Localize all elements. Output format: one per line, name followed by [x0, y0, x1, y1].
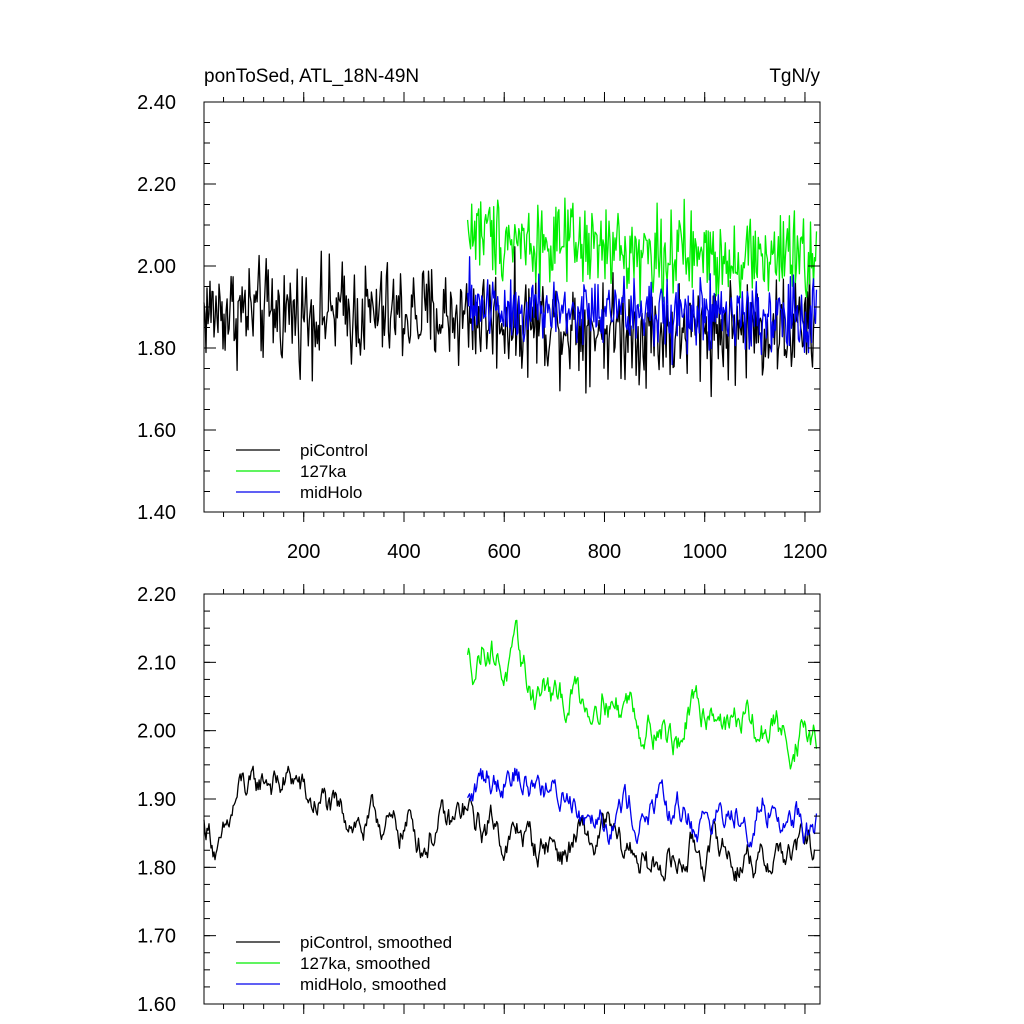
top-series-group: [203, 197, 818, 398]
y-tick-label: 2.40: [137, 92, 176, 114]
y-tick-label: 2.10: [137, 652, 176, 674]
y-tick-label: 2.20: [137, 584, 176, 606]
y-tick-label: 1.80: [137, 857, 176, 879]
x-tick-label: 800: [588, 541, 621, 563]
bottom-panel: 1.60 1.70 1.80 1.90 2.00 2.10 2.20 piControl, …: [137, 584, 821, 1016]
bottom-legend: piControl, smoothed 127ka, smoothed midHol…: [236, 933, 452, 994]
x-tick-label: 400: [387, 541, 420, 563]
x-tick-label: 200: [287, 541, 320, 563]
legend-entry: midHolo, smoothed: [300, 975, 446, 994]
bottom-plot-frame: [203, 593, 821, 1005]
top-panel: ponToSed, ATL_18N-49N TgN/y 1.40 1.60 1.80…: [137, 66, 827, 563]
y-tick-label: 1.60: [137, 420, 176, 442]
y-tick-label: 1.70: [137, 926, 176, 948]
series-line-midholo-smoothed: [467, 767, 818, 848]
legend-entry: midHolo: [300, 483, 362, 502]
series-line-127ka-smoothed: [466, 619, 818, 770]
x-tick-label: 1200: [783, 541, 828, 563]
bottom-series-group: [203, 619, 818, 882]
legend-entry: piControl, smoothed: [300, 933, 452, 952]
y-tick-label: 1.60: [137, 994, 176, 1016]
y-tick-label: 1.80: [137, 338, 176, 360]
x-tick-label: 600: [488, 541, 521, 563]
y-tick-label: 2.00: [137, 721, 176, 743]
units-label: TgN/y: [769, 66, 820, 87]
y-tick-label: 1.90: [137, 789, 176, 811]
y-tick-label: 2.20: [137, 174, 176, 196]
series-line-midholo: [466, 256, 818, 366]
legend-entry: 127ka, smoothed: [300, 954, 430, 973]
y-tick-label: 1.40: [137, 502, 176, 524]
top-legend: piControl 127ka midHolo: [236, 441, 368, 502]
top-ticks: 1.40 1.60 1.80 2.00 2.20 2.40 200 400 600 800 1000…: [137, 92, 827, 563]
series-line-127ka: [466, 197, 818, 307]
y-tick-label: 2.00: [137, 256, 176, 278]
legend-entry: 127ka: [300, 462, 347, 481]
legend-entry: piControl: [300, 441, 368, 460]
chart-title: ponToSed, ATL_18N-49N: [204, 66, 419, 87]
bottom-ticks: 1.60 1.70 1.80 1.90 2.00 2.10 2.20: [137, 584, 820, 1016]
x-tick-label: 1000: [682, 541, 727, 563]
